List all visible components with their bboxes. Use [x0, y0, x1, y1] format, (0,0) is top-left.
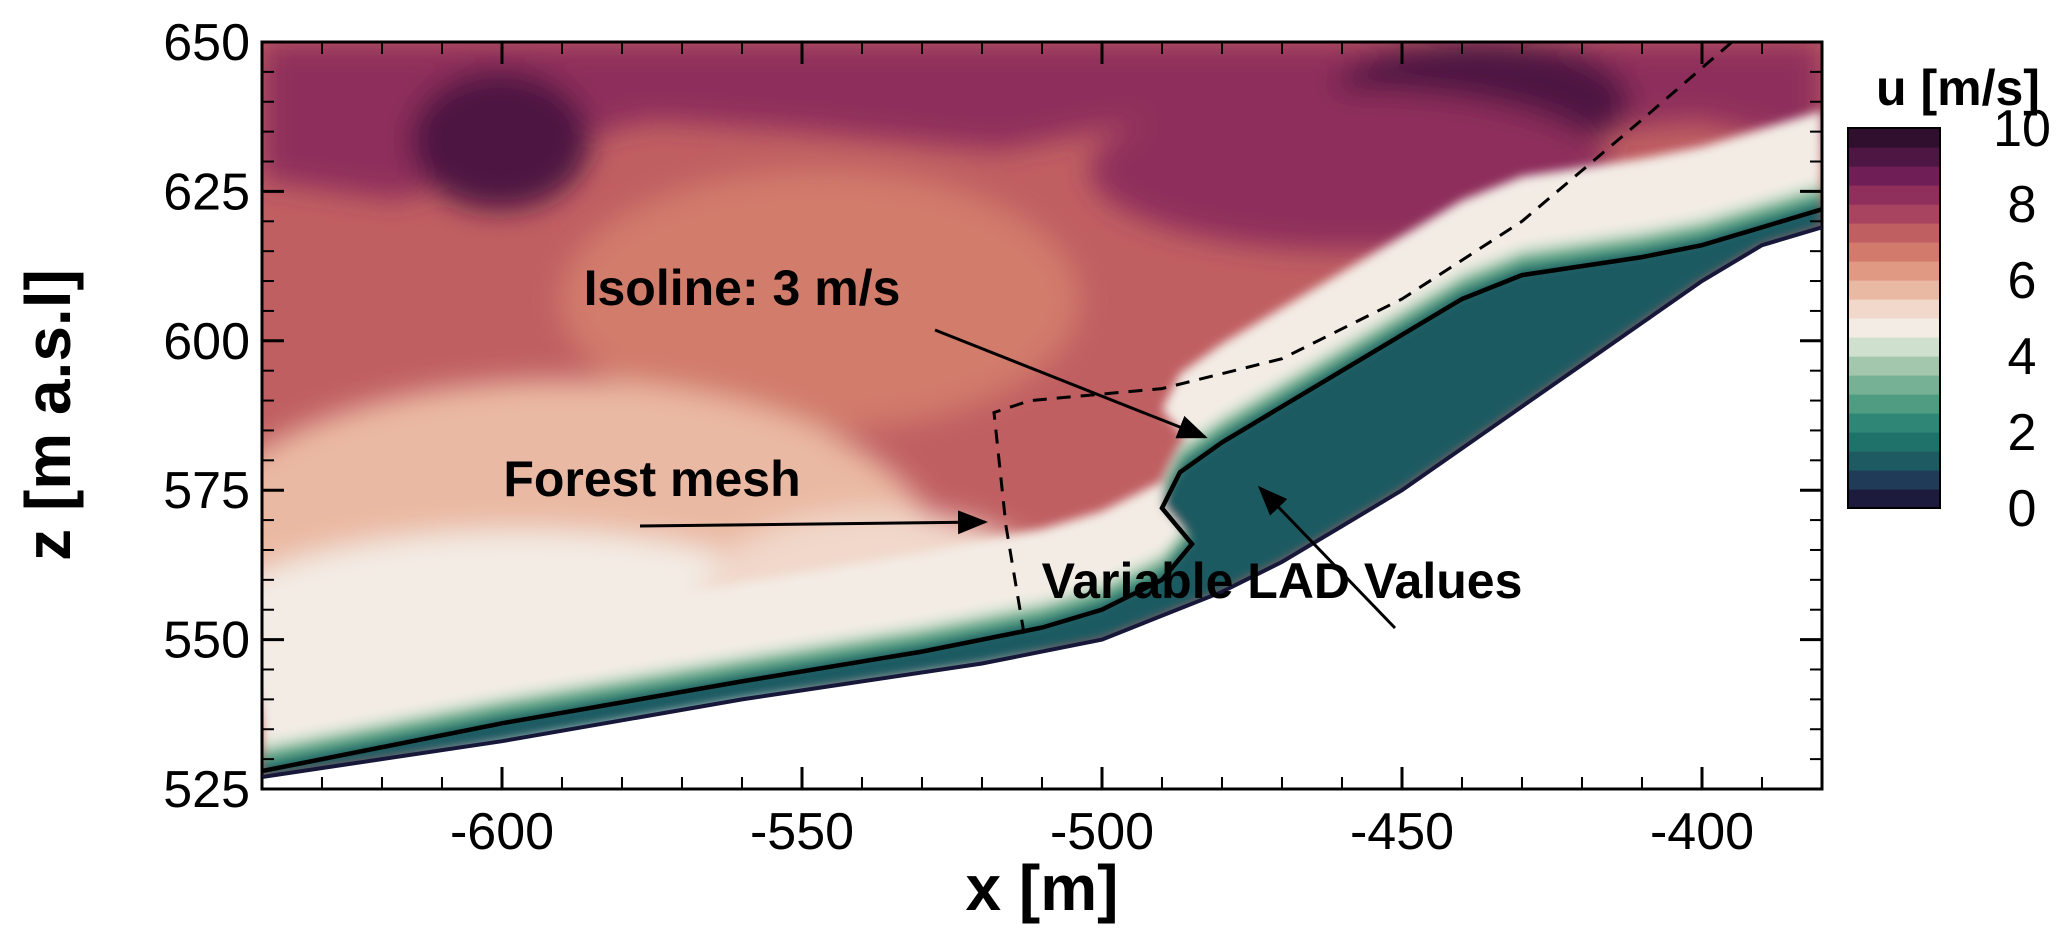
- x-tick-label: -400: [1650, 803, 1754, 861]
- colorbar-swatch: [1848, 394, 1940, 414]
- x-tick-label: -600: [450, 803, 554, 861]
- y-tick-label: 550: [163, 612, 250, 670]
- colorbar-swatch: [1848, 451, 1940, 471]
- annotation-arrow: [934, 328, 1208, 439]
- colorbar-tick-label: 0: [2008, 480, 2037, 538]
- annotation-arrow: [639, 510, 988, 535]
- colorbar-swatch: [1848, 470, 1940, 490]
- forest-mesh-boundary: [992, 42, 1733, 634]
- annotation-arrow: [1257, 485, 1397, 630]
- colorbar-swatch: [1848, 489, 1940, 509]
- colorbar-swatch: [1848, 299, 1940, 319]
- shear-band: [262, 206, 1822, 778]
- colorbar-swatch: [1848, 337, 1940, 357]
- annotation-label: Isoline: 3 m/s: [584, 260, 901, 316]
- colorbar: u [m/s] 0 2 4 6 8 10: [1847, 60, 2051, 538]
- annotations: Isoline: 3 m/s Forest mesh Variable LAD Va…: [503, 260, 1523, 630]
- colorbar-tick-label: 8: [2008, 176, 2037, 234]
- x-axis-ticks: -600 -550 -500 -450 -400: [261, 42, 1823, 861]
- colorbar-tick-label: 4: [2008, 328, 2037, 386]
- shear-band: [262, 110, 1822, 777]
- isoline-3ms: [262, 207, 1822, 774]
- colorbar-swatch: [1848, 147, 1940, 167]
- colorbar-swatches: [1848, 128, 1940, 509]
- y-axis-ticks: 525 550 575 600 625 650: [163, 14, 1822, 819]
- y-axis-title: z [m a.s.l]: [12, 269, 84, 561]
- colorbar-swatch: [1848, 375, 1940, 395]
- y-tick-label: 575: [163, 462, 250, 520]
- x-tick-label: -500: [1050, 803, 1154, 861]
- annotation-label: Variable LAD Values: [1042, 553, 1523, 609]
- plot-lines: [262, 42, 1822, 779]
- colorbar-frame: [1847, 127, 1941, 509]
- terrain-surface-line: [262, 225, 1822, 779]
- shear-layer: [262, 110, 1822, 778]
- colorbar-swatch: [1848, 413, 1940, 433]
- colorbar-swatch: [1848, 356, 1940, 376]
- contour-field: [262, 42, 1822, 789]
- colorbar-swatch: [1848, 128, 1940, 148]
- ground-mask: [262, 227, 1822, 789]
- colorbar-swatch: [1848, 242, 1940, 262]
- colorbar-tick-label: 2: [2008, 404, 2037, 462]
- field-blob-core-left: [410, 70, 590, 210]
- colorbar-tick-label: 10: [1993, 100, 2051, 158]
- colorbar-tick-label: 6: [2008, 252, 2037, 310]
- y-tick-label: 625: [163, 163, 250, 221]
- colorbar-swatch: [1848, 432, 1940, 452]
- colorbar-swatch: [1848, 185, 1940, 205]
- y-tick-label: 525: [163, 761, 250, 819]
- colorbar-ticks: 0 2 4 6 8 10: [1993, 100, 2051, 538]
- colorbar-swatch: [1848, 318, 1940, 338]
- colorbar-swatch: [1848, 261, 1940, 281]
- colorbar-swatch: [1848, 166, 1940, 186]
- x-tick-label: -550: [750, 803, 854, 861]
- x-tick-label: -450: [1350, 803, 1454, 861]
- colorbar-swatch: [1848, 223, 1940, 243]
- field-blob-mid: [560, 170, 1080, 430]
- annotation-label: Forest mesh: [503, 451, 800, 507]
- x-axis-title: x [m]: [966, 852, 1119, 924]
- colorbar-title: u [m/s]: [1876, 60, 2040, 116]
- colorbar-swatch: [1848, 280, 1940, 300]
- colorbar-swatch: [1848, 204, 1940, 224]
- y-tick-label: 650: [163, 14, 250, 72]
- y-tick-label: 600: [163, 313, 250, 371]
